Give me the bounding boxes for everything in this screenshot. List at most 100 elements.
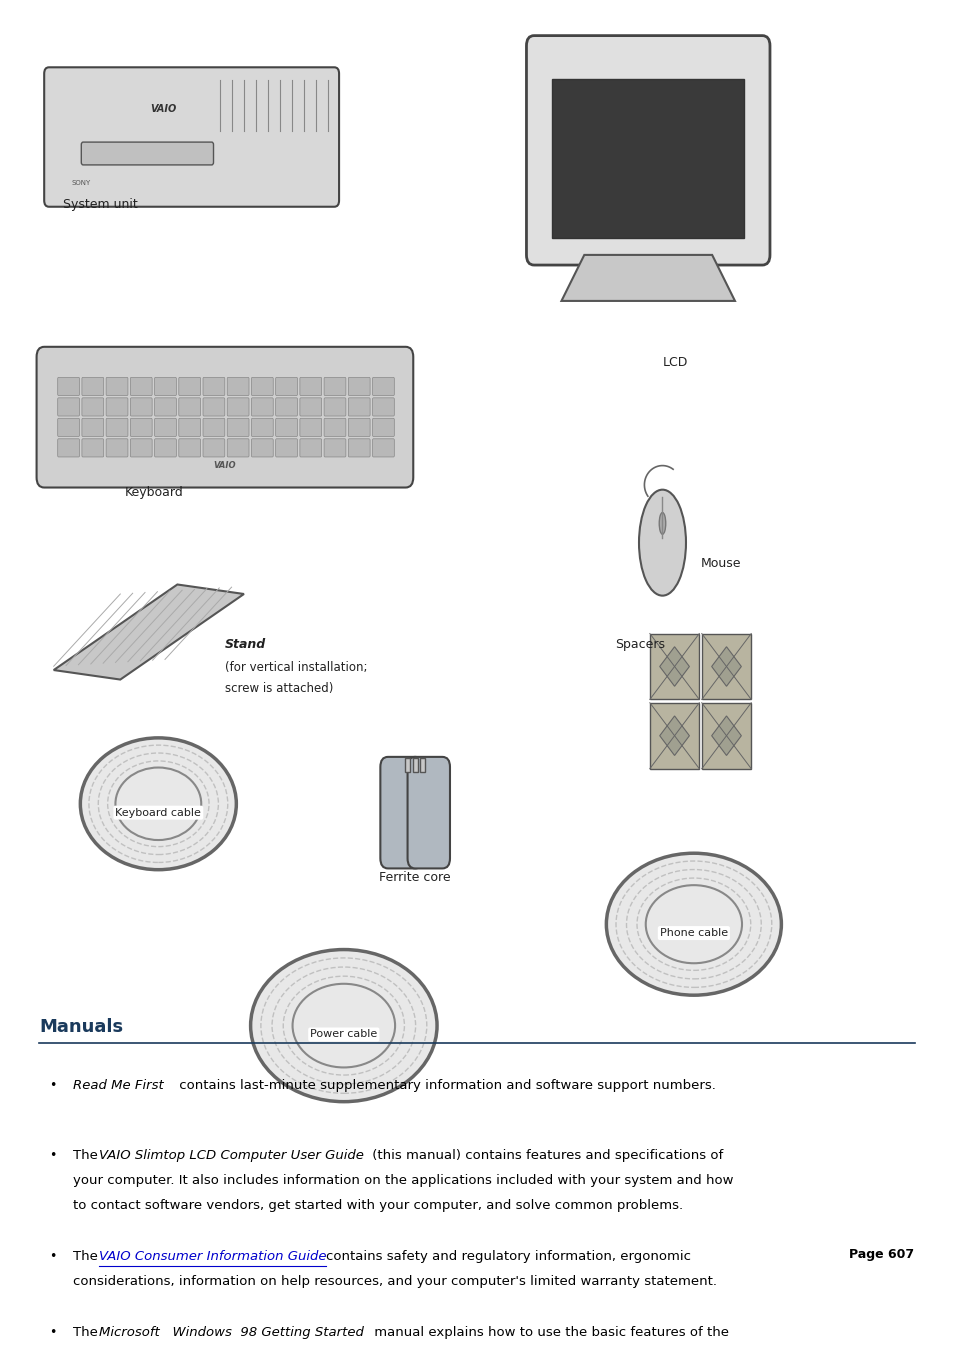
FancyBboxPatch shape [36, 347, 413, 488]
Polygon shape [659, 647, 689, 686]
Text: Keyboard: Keyboard [125, 485, 184, 499]
FancyBboxPatch shape [82, 439, 104, 457]
FancyBboxPatch shape [275, 397, 297, 416]
FancyBboxPatch shape [82, 377, 104, 396]
FancyBboxPatch shape [44, 68, 338, 207]
FancyBboxPatch shape [227, 439, 249, 457]
FancyBboxPatch shape [372, 439, 394, 457]
Polygon shape [701, 703, 750, 769]
Text: VAIO Consumer Information Guide: VAIO Consumer Information Guide [99, 1250, 331, 1263]
FancyBboxPatch shape [252, 439, 273, 457]
Ellipse shape [115, 767, 201, 840]
FancyBboxPatch shape [106, 439, 128, 457]
Text: to contact software vendors, get started with your computer, and solve common pr: to contact software vendors, get started… [72, 1200, 682, 1212]
FancyBboxPatch shape [106, 419, 128, 436]
Text: considerations, information on help resources, and your computer's limited warra: considerations, information on help reso… [72, 1275, 716, 1289]
FancyBboxPatch shape [372, 419, 394, 436]
Ellipse shape [645, 885, 741, 963]
FancyBboxPatch shape [324, 377, 346, 396]
Ellipse shape [659, 512, 665, 534]
Polygon shape [659, 716, 689, 755]
FancyBboxPatch shape [131, 419, 152, 436]
Text: Keyboard cable: Keyboard cable [115, 808, 201, 817]
FancyBboxPatch shape [324, 397, 346, 416]
FancyBboxPatch shape [178, 419, 200, 436]
FancyBboxPatch shape [57, 419, 79, 436]
FancyBboxPatch shape [227, 397, 249, 416]
FancyBboxPatch shape [82, 397, 104, 416]
Bar [413, 758, 417, 771]
Text: Page 607: Page 607 [848, 1248, 914, 1262]
Text: The: The [72, 1250, 102, 1263]
Polygon shape [711, 647, 740, 686]
Text: SONY: SONY [71, 180, 91, 186]
Polygon shape [53, 585, 244, 680]
FancyBboxPatch shape [227, 377, 249, 396]
Polygon shape [561, 255, 734, 301]
FancyBboxPatch shape [372, 397, 394, 416]
FancyBboxPatch shape [154, 419, 176, 436]
Ellipse shape [251, 950, 436, 1101]
FancyBboxPatch shape [57, 377, 79, 396]
Text: VAIO: VAIO [150, 104, 176, 113]
FancyBboxPatch shape [299, 439, 321, 457]
FancyBboxPatch shape [252, 377, 273, 396]
FancyBboxPatch shape [154, 397, 176, 416]
FancyBboxPatch shape [203, 439, 225, 457]
Text: (for vertical installation;: (for vertical installation; [225, 661, 367, 674]
Text: The: The [72, 1327, 102, 1339]
Bar [419, 758, 425, 771]
FancyBboxPatch shape [275, 439, 297, 457]
Ellipse shape [293, 984, 395, 1067]
FancyBboxPatch shape [154, 439, 176, 457]
FancyBboxPatch shape [106, 377, 128, 396]
FancyBboxPatch shape [526, 35, 769, 265]
FancyBboxPatch shape [348, 439, 370, 457]
FancyBboxPatch shape [81, 142, 213, 165]
FancyBboxPatch shape [372, 377, 394, 396]
FancyBboxPatch shape [82, 419, 104, 436]
FancyBboxPatch shape [299, 419, 321, 436]
FancyBboxPatch shape [131, 439, 152, 457]
FancyBboxPatch shape [57, 397, 79, 416]
Text: VAIO: VAIO [213, 461, 236, 470]
Text: your computer. It also includes information on the applications included with yo: your computer. It also includes informat… [72, 1174, 733, 1188]
Text: •: • [49, 1079, 56, 1092]
Text: Stand: Stand [225, 638, 266, 651]
Text: System unit: System unit [63, 197, 138, 211]
FancyBboxPatch shape [324, 419, 346, 436]
Text: (this manual) contains features and specifications of: (this manual) contains features and spec… [367, 1148, 722, 1162]
Text: Manuals: Manuals [39, 1019, 124, 1036]
Polygon shape [649, 634, 699, 700]
Text: Spacers: Spacers [615, 638, 664, 651]
Polygon shape [649, 703, 699, 769]
FancyBboxPatch shape [203, 419, 225, 436]
Text: The: The [72, 1148, 102, 1162]
Text: contains safety and regulatory information, ergonomic: contains safety and regulatory informati… [325, 1250, 690, 1263]
FancyBboxPatch shape [203, 377, 225, 396]
FancyBboxPatch shape [348, 377, 370, 396]
Text: LCD: LCD [661, 357, 687, 369]
Bar [405, 758, 410, 771]
FancyBboxPatch shape [348, 397, 370, 416]
Ellipse shape [80, 738, 236, 870]
FancyBboxPatch shape [154, 377, 176, 396]
FancyBboxPatch shape [275, 377, 297, 396]
FancyBboxPatch shape [178, 397, 200, 416]
Text: screw is attached): screw is attached) [225, 682, 333, 696]
FancyBboxPatch shape [131, 377, 152, 396]
Ellipse shape [639, 489, 685, 596]
FancyBboxPatch shape [57, 439, 79, 457]
Text: Power cable: Power cable [310, 1029, 377, 1039]
Text: Ferrite core: Ferrite core [379, 871, 451, 884]
Text: manual explains how to use the basic features of the: manual explains how to use the basic fea… [370, 1327, 729, 1339]
FancyBboxPatch shape [131, 397, 152, 416]
FancyBboxPatch shape [252, 397, 273, 416]
FancyBboxPatch shape [178, 377, 200, 396]
Bar [552, 80, 743, 238]
FancyBboxPatch shape [275, 419, 297, 436]
FancyBboxPatch shape [227, 419, 249, 436]
Text: Read Me First: Read Me First [72, 1079, 163, 1092]
FancyBboxPatch shape [407, 757, 450, 869]
FancyBboxPatch shape [106, 397, 128, 416]
